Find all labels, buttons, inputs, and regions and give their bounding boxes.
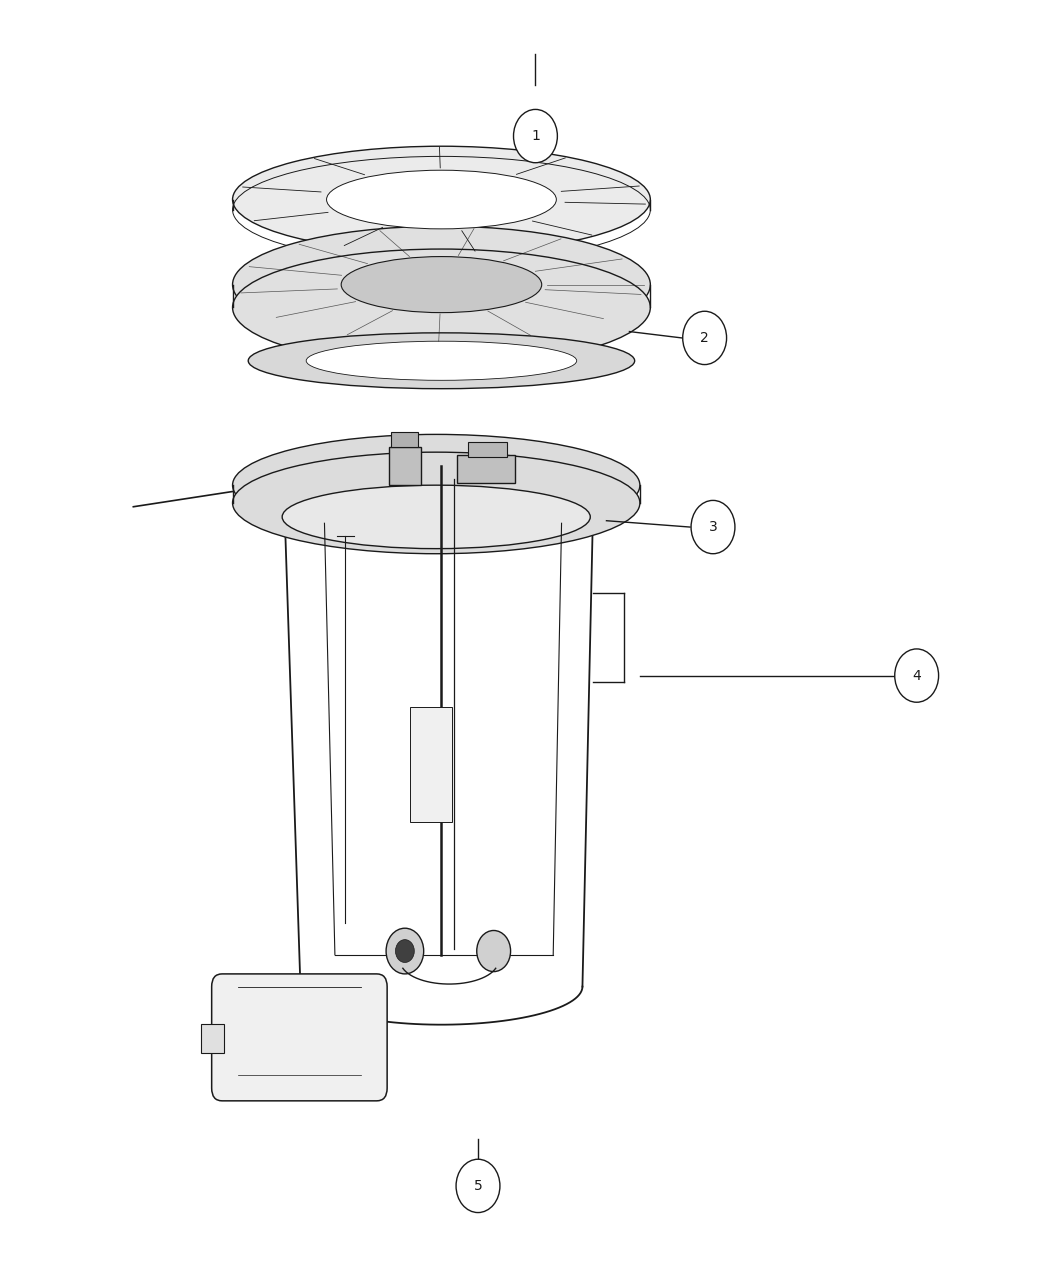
FancyBboxPatch shape [390, 448, 421, 486]
Circle shape [386, 928, 424, 974]
Ellipse shape [232, 147, 650, 252]
FancyBboxPatch shape [457, 455, 514, 483]
Text: 2: 2 [700, 332, 709, 346]
Ellipse shape [282, 486, 590, 548]
Ellipse shape [232, 453, 639, 553]
Ellipse shape [341, 256, 542, 312]
Text: 3: 3 [709, 520, 717, 534]
Circle shape [456, 1159, 500, 1213]
Ellipse shape [248, 333, 634, 389]
FancyBboxPatch shape [467, 442, 507, 458]
Text: 1: 1 [531, 129, 540, 143]
Ellipse shape [327, 171, 556, 230]
Text: 4: 4 [912, 668, 921, 682]
Circle shape [895, 649, 939, 703]
FancyBboxPatch shape [411, 708, 452, 821]
Ellipse shape [307, 342, 576, 380]
FancyBboxPatch shape [202, 1024, 225, 1053]
Text: 5: 5 [474, 1179, 482, 1193]
Ellipse shape [232, 249, 650, 366]
FancyBboxPatch shape [392, 432, 419, 448]
Circle shape [477, 931, 510, 972]
Circle shape [396, 940, 415, 963]
FancyBboxPatch shape [212, 974, 387, 1100]
Ellipse shape [232, 226, 650, 343]
Ellipse shape [232, 435, 639, 536]
Circle shape [691, 500, 735, 553]
Circle shape [513, 110, 558, 163]
Circle shape [682, 311, 727, 365]
